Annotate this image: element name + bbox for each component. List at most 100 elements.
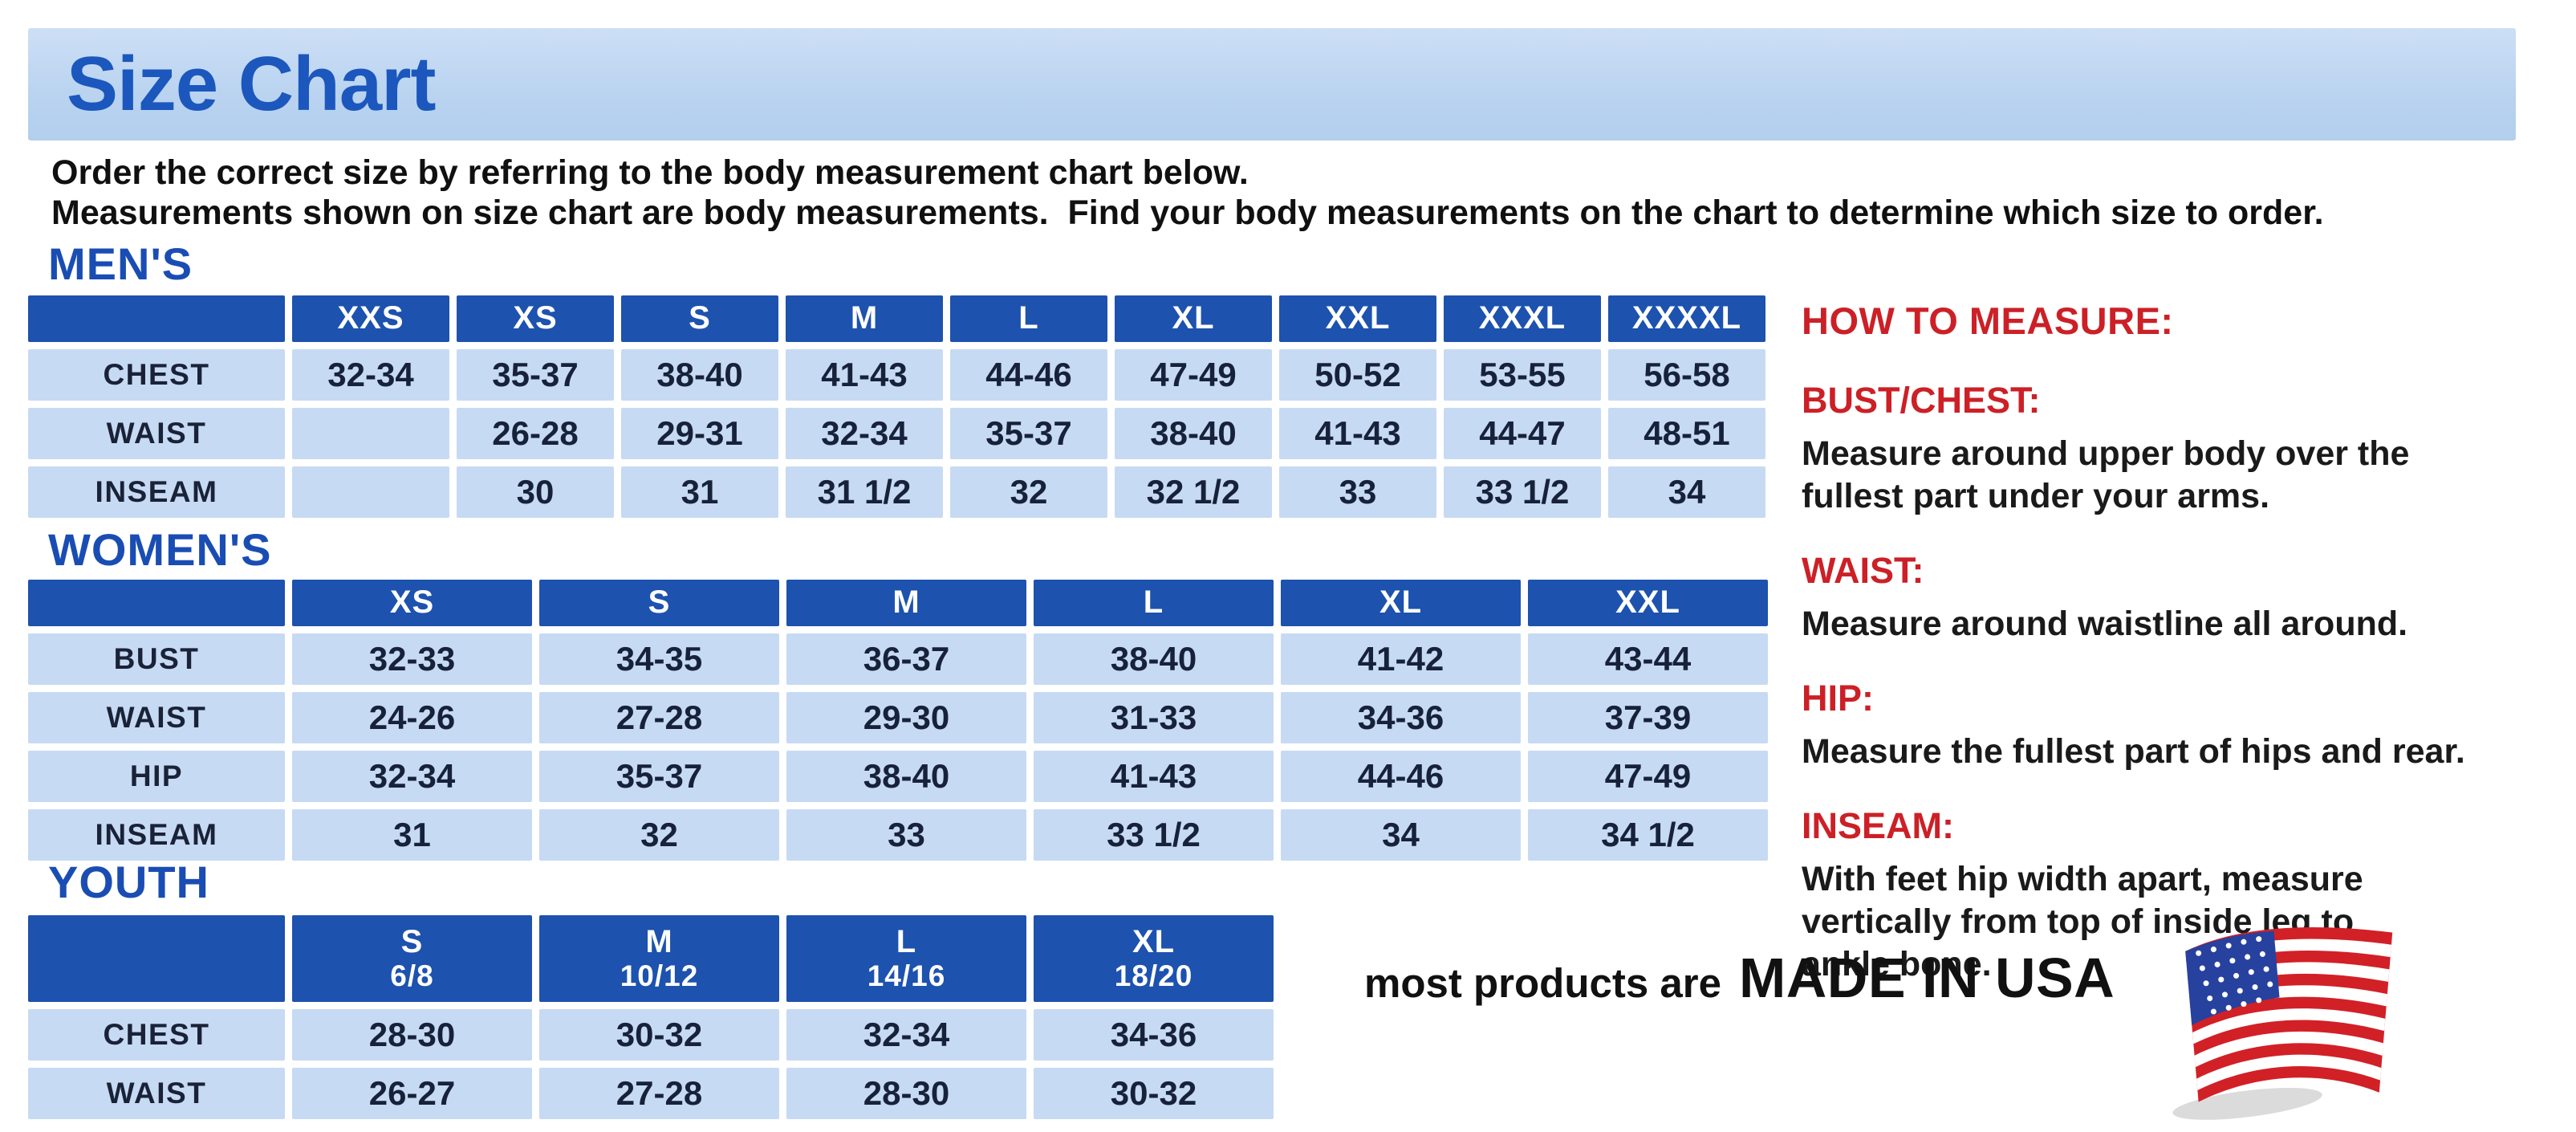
womens-cell: 29-30 — [786, 692, 1026, 743]
womens-cell: 27-28 — [539, 692, 779, 743]
mens-cell: 32 — [950, 466, 1107, 518]
youth-header-empty-cell — [28, 915, 285, 1002]
youth-cell: 34-36 — [1034, 1009, 1274, 1061]
womens-cell: 33 — [786, 809, 1026, 861]
mens-row-label: CHEST — [28, 349, 285, 401]
youth-size-table: S 6/8 M 10/12 L 14/16 XL 18/20 CHEST 28-… — [28, 915, 1274, 1119]
mens-cell: 48-51 — [1608, 408, 1765, 459]
womens-cell: 36-37 — [786, 633, 1026, 685]
mens-col-header: XXS — [292, 295, 449, 342]
youth-cell: 27-28 — [539, 1068, 779, 1119]
measure-label-inseam: INSEAM: — [1802, 805, 1954, 846]
mens-col-header: XXXL — [1444, 295, 1601, 342]
mens-cell: 29-31 — [621, 408, 778, 459]
mens-cell: 35-37 — [457, 349, 614, 401]
womens-cell: 41-43 — [1034, 751, 1274, 802]
mens-cell: 38-40 — [1115, 408, 1272, 459]
youth-col-size: L — [896, 924, 917, 960]
mens-cell: 32-34 — [786, 408, 943, 459]
made-in-prefix: most products are — [1364, 960, 1721, 1006]
mens-cell: 38-40 — [621, 349, 778, 401]
womens-cell: 47-49 — [1528, 751, 1768, 802]
youth-col-size: S — [400, 924, 424, 960]
womens-row-label: INSEAM — [28, 809, 285, 861]
womens-cell: 31-33 — [1034, 692, 1274, 743]
mens-cell: 26-28 — [457, 408, 614, 459]
us-flag-icon — [2157, 914, 2402, 1121]
womens-cell: 31 — [292, 809, 532, 861]
mens-row-label: INSEAM — [28, 466, 285, 518]
made-in-usa-text: MADE IN USA — [1738, 947, 2115, 1009]
mens-col-header: XXXXL — [1608, 295, 1765, 342]
youth-col-range: 18/20 — [1114, 959, 1193, 992]
mens-cell — [292, 466, 449, 518]
mens-cell: 32 1/2 — [1115, 466, 1272, 518]
mens-cell: 33 1/2 — [1444, 466, 1601, 518]
intro-text: Order the correct size by referring to t… — [51, 153, 2324, 233]
measure-text-waist: Measure around waistline all around. — [1802, 605, 2408, 643]
womens-size-table: XS S M L XL XXL BUST 32-33 34-35 36-37 3… — [28, 580, 1768, 861]
mens-cell: 41-43 — [1279, 408, 1436, 459]
womens-cell: 44-46 — [1281, 751, 1521, 802]
womens-cell: 34 1/2 — [1528, 809, 1768, 861]
measure-label-bust-chest: BUST/CHEST: — [1802, 380, 2041, 421]
womens-cell: 32-34 — [292, 751, 532, 802]
mens-cell: 31 1/2 — [786, 466, 943, 518]
youth-cell: 30-32 — [1034, 1068, 1274, 1119]
womens-cell: 35-37 — [539, 751, 779, 802]
mens-col-header: S — [621, 295, 778, 342]
how-to-measure-heading: HOW TO MEASURE: — [1802, 299, 2174, 342]
youth-cell: 28-30 — [292, 1009, 532, 1061]
womens-cell: 32 — [539, 809, 779, 861]
womens-cell: 38-40 — [786, 751, 1026, 802]
mens-col-header: XL — [1115, 295, 1272, 342]
mens-cell: 30 — [457, 466, 614, 518]
mens-section-heading: MEN'S — [48, 238, 193, 289]
youth-col-range: 10/12 — [620, 959, 699, 992]
page-title: Size Chart — [67, 41, 436, 127]
youth-col-range: 14/16 — [867, 959, 946, 992]
title-banner: Size Chart — [28, 28, 2516, 140]
mens-cell: 50-52 — [1279, 349, 1436, 401]
youth-section-heading: YOUTH — [48, 857, 209, 907]
measure-label-waist: WAIST: — [1802, 550, 1924, 591]
youth-cell: 28-30 — [786, 1068, 1026, 1119]
womens-row-label: WAIST — [28, 692, 285, 743]
youth-cell: 30-32 — [539, 1009, 779, 1061]
measure-text-bust-chest: Measure around upper body over the fulle… — [1802, 434, 2410, 515]
womens-col-header: XXL — [1528, 580, 1768, 626]
womens-header-empty-cell — [28, 580, 285, 626]
womens-col-header: M — [786, 580, 1026, 626]
intro-line-2: Measurements shown on size chart are bod… — [51, 193, 2324, 232]
youth-col-header: L 14/16 — [786, 915, 1026, 1002]
intro-line-1: Order the correct size by referring to t… — [51, 153, 1249, 192]
mens-cell: 56-58 — [1608, 349, 1765, 401]
mens-cell: 53-55 — [1444, 349, 1601, 401]
mens-col-header: XS — [457, 295, 614, 342]
womens-cell: 34-36 — [1281, 692, 1521, 743]
womens-row-label: BUST — [28, 633, 285, 685]
youth-col-header: XL 18/20 — [1034, 915, 1274, 1002]
womens-cell: 34-35 — [539, 633, 779, 685]
mens-col-header: M — [786, 295, 943, 342]
mens-cell: 44-47 — [1444, 408, 1601, 459]
womens-section-heading: WOMEN'S — [48, 524, 272, 575]
mens-col-header: L — [950, 295, 1107, 342]
youth-row-label: WAIST — [28, 1068, 285, 1119]
womens-cell: 34 — [1281, 809, 1521, 861]
womens-cell: 24-26 — [292, 692, 532, 743]
mens-cell: 47-49 — [1115, 349, 1272, 401]
youth-col-size: XL — [1132, 924, 1176, 960]
mens-cell: 35-37 — [950, 408, 1107, 459]
mens-cell: 31 — [621, 466, 778, 518]
mens-col-header: XXL — [1279, 295, 1436, 342]
mens-size-table: XXS XS S M L XL XXL XXXL XXXXL CHEST 32-… — [28, 295, 1765, 518]
made-in-usa-line: most products are MADE IN USA — [1364, 946, 2115, 1010]
mens-cell: 33 — [1279, 466, 1436, 518]
womens-col-header: XL — [1281, 580, 1521, 626]
youth-col-range: 6/8 — [390, 959, 434, 992]
mens-row-label: WAIST — [28, 408, 285, 459]
womens-cell: 41-42 — [1281, 633, 1521, 685]
mens-cell: 34 — [1608, 466, 1765, 518]
youth-col-header: M 10/12 — [539, 915, 779, 1002]
